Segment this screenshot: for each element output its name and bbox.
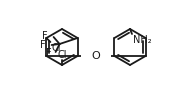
Text: Cl: Cl [57,50,67,60]
Text: F: F [42,31,48,41]
Text: NH₂: NH₂ [133,35,152,45]
Text: F: F [40,40,46,50]
Text: O: O [92,51,100,61]
Text: Cl: Cl [51,43,61,53]
Text: F: F [46,48,52,58]
